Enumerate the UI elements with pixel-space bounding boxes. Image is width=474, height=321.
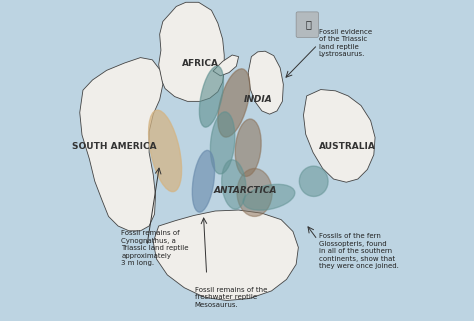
Text: INDIA: INDIA <box>244 95 272 104</box>
Text: AFRICA: AFRICA <box>182 58 219 67</box>
Text: Fossil remains of the
freshwater reptile
Mesosaurus.: Fossil remains of the freshwater reptile… <box>195 287 267 308</box>
Text: AUSTRALIA: AUSTRALIA <box>319 142 376 151</box>
Polygon shape <box>248 51 283 114</box>
Ellipse shape <box>210 112 235 174</box>
Text: Fossil remains of
Cynognathus, a
Triassic land reptile
approximately
3 m long.: Fossil remains of Cynognathus, a Triassi… <box>121 230 189 266</box>
Text: Fossils of the fern
Glossopteris, found
in all of the southern
continents, show : Fossils of the fern Glossopteris, found … <box>319 233 398 269</box>
FancyBboxPatch shape <box>296 12 319 38</box>
Ellipse shape <box>200 66 223 127</box>
Ellipse shape <box>237 169 272 216</box>
Text: SOUTH AMERICA: SOUTH AMERICA <box>72 142 156 151</box>
Polygon shape <box>80 57 163 231</box>
Ellipse shape <box>243 184 295 210</box>
Ellipse shape <box>235 119 261 177</box>
Ellipse shape <box>192 150 215 212</box>
Polygon shape <box>159 2 224 101</box>
Text: ANTARCTICA: ANTARCTICA <box>213 187 277 195</box>
Ellipse shape <box>148 110 182 192</box>
Ellipse shape <box>299 166 328 196</box>
Polygon shape <box>303 90 375 182</box>
Text: 🐾: 🐾 <box>305 20 311 30</box>
Text: Fossil evidence
of the Triassic
land reptile
Lystrosaurus.: Fossil evidence of the Triassic land rep… <box>319 29 372 57</box>
Ellipse shape <box>222 160 246 209</box>
Ellipse shape <box>218 69 250 137</box>
Polygon shape <box>153 210 298 300</box>
Polygon shape <box>213 55 238 76</box>
